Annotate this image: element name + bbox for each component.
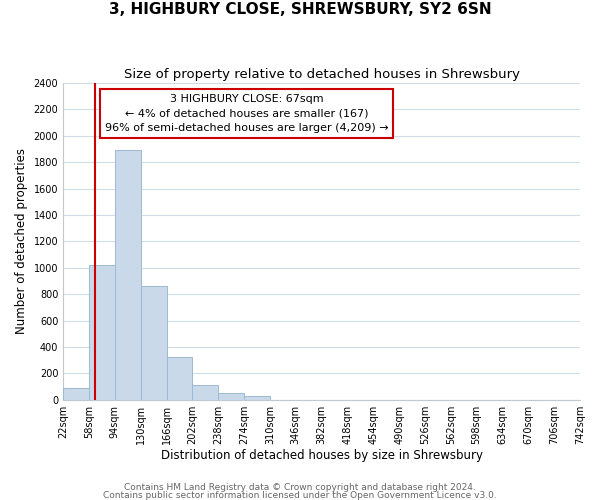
Y-axis label: Number of detached properties: Number of detached properties bbox=[15, 148, 28, 334]
Bar bbox=[140, 286, 167, 400]
Text: Contains HM Land Registry data © Crown copyright and database right 2024.: Contains HM Land Registry data © Crown c… bbox=[124, 484, 476, 492]
Bar bbox=[89, 265, 115, 400]
Text: 3, HIGHBURY CLOSE, SHREWSBURY, SY2 6SN: 3, HIGHBURY CLOSE, SHREWSBURY, SY2 6SN bbox=[109, 2, 491, 18]
Bar bbox=[244, 396, 270, 400]
Title: Size of property relative to detached houses in Shrewsbury: Size of property relative to detached ho… bbox=[124, 68, 520, 80]
Bar bbox=[115, 150, 140, 400]
Bar bbox=[193, 384, 218, 400]
Bar bbox=[167, 358, 193, 400]
Bar bbox=[218, 393, 244, 400]
Bar bbox=[63, 388, 89, 400]
X-axis label: Distribution of detached houses by size in Shrewsbury: Distribution of detached houses by size … bbox=[161, 450, 482, 462]
Text: Contains public sector information licensed under the Open Government Licence v3: Contains public sector information licen… bbox=[103, 490, 497, 500]
Text: 3 HIGHBURY CLOSE: 67sqm
← 4% of detached houses are smaller (167)
96% of semi-de: 3 HIGHBURY CLOSE: 67sqm ← 4% of detached… bbox=[105, 94, 388, 133]
